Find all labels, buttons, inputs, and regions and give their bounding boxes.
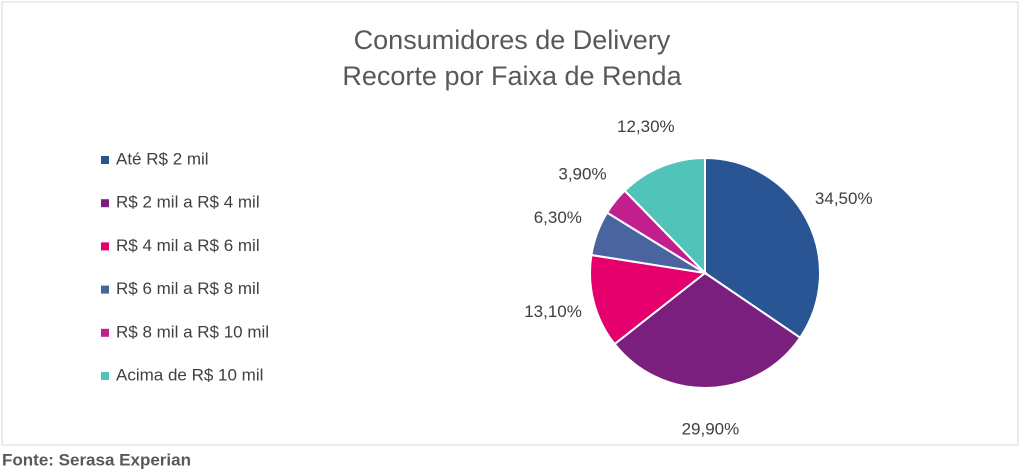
pie-slice bbox=[589, 253, 708, 346]
legend-swatch bbox=[101, 156, 109, 164]
chart-frame bbox=[1, 1, 1019, 446]
legend-label: R$ 4 mil a R$ 6 mil bbox=[116, 236, 260, 255]
data-label: 29,90% bbox=[682, 419, 740, 438]
chart-subtitle: Recorte por Faixa de Renda bbox=[342, 61, 682, 91]
data-label: 13,10% bbox=[524, 302, 582, 321]
source-note: Fonte: Serasa Experian bbox=[2, 450, 191, 469]
legend-swatch bbox=[101, 242, 109, 251]
legend-swatch bbox=[101, 328, 109, 337]
legend-label: R$ 8 mil a R$ 10 mil bbox=[116, 322, 269, 341]
legend-swatch bbox=[101, 372, 109, 380]
legend-swatch bbox=[101, 199, 109, 208]
legend-label: Acima de R$ 10 mil bbox=[116, 365, 263, 384]
data-label: 6,30% bbox=[534, 208, 582, 227]
data-label: 34,50% bbox=[815, 189, 873, 208]
pie-slice bbox=[704, 156, 821, 340]
pie-slice bbox=[613, 271, 802, 389]
legend-label: Até R$ 2 mil bbox=[116, 149, 209, 168]
legend-label: R$ 2 mil a R$ 4 mil bbox=[116, 193, 260, 212]
legend-swatch bbox=[101, 285, 109, 294]
legend-label: R$ 6 mil a R$ 8 mil bbox=[116, 279, 260, 298]
pie-slice bbox=[623, 156, 706, 276]
data-label: 3,90% bbox=[558, 164, 606, 183]
data-label: 12,30% bbox=[617, 117, 675, 136]
chart-title: Consumidores de Delivery bbox=[354, 25, 671, 55]
